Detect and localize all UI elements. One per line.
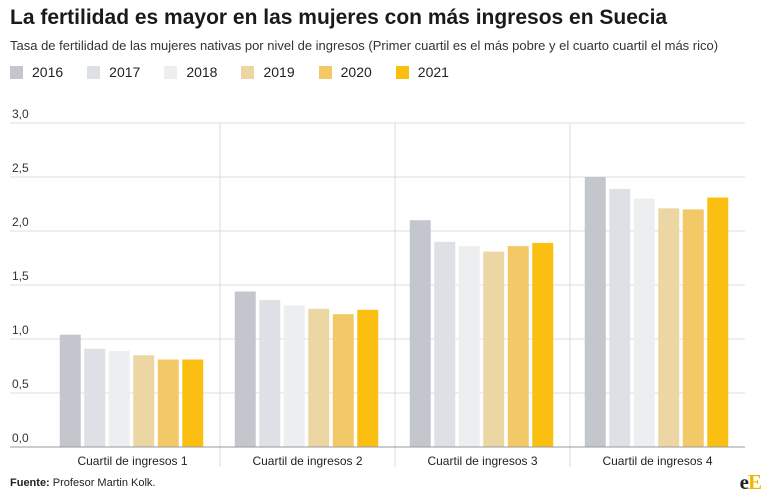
legend-swatch <box>241 65 255 79</box>
legend-swatch <box>10 65 23 79</box>
bar-2021-q3 <box>532 242 554 447</box>
legend-label: 2021 <box>417 64 449 80</box>
legend-label: 2017 <box>109 64 141 80</box>
bar-2021-q1 <box>182 359 204 447</box>
bar-2020-q4 <box>682 209 704 447</box>
y-tick-label: 1,5 <box>12 269 29 283</box>
chart-subtitle: Tasa de fertilidad de las mujeres nativa… <box>10 38 719 53</box>
legend-item-2016: 2016 <box>10 64 63 80</box>
bar-2017-q3 <box>434 241 456 447</box>
bar-2020-q3 <box>507 246 529 447</box>
legend-label: 2016 <box>32 64 64 80</box>
x-tick-label: Cuartil de ingresos 4 <box>602 454 712 468</box>
bar-2019-q1 <box>133 355 155 447</box>
legend-item-2017: 2017 <box>87 64 140 80</box>
bar-2021-q4 <box>707 197 729 447</box>
bar-2019-q3 <box>483 251 505 447</box>
legend-label: 2020 <box>340 64 372 80</box>
x-tick-label: Cuartil de ingresos 1 <box>77 454 187 468</box>
bar-2020-q1 <box>157 359 179 447</box>
legend-item-2020: 2020 <box>318 64 372 80</box>
legend-label: 2018 <box>186 64 218 80</box>
bar-2018-q1 <box>108 350 130 447</box>
bar-2017-q2 <box>259 300 281 447</box>
bar-2016-q3 <box>409 220 431 447</box>
legend-item-2019: 2019 <box>241 64 295 80</box>
logo-E: E <box>747 470 762 494</box>
logo-e: e <box>739 470 749 494</box>
bar-2017-q1 <box>84 348 106 447</box>
bar-2016-q4 <box>584 177 606 447</box>
legend-swatch <box>87 65 101 79</box>
bar-2016-q2 <box>234 291 256 447</box>
y-tick-label: 3,0 <box>12 107 29 121</box>
y-tick-label: 2,0 <box>12 215 29 229</box>
legend-item-2018: 2018 <box>164 64 217 80</box>
legend-label: 2019 <box>263 64 295 80</box>
bar-2016-q1 <box>59 334 81 447</box>
legend-swatch <box>164 65 178 79</box>
y-tick-label: 0,0 <box>12 431 29 445</box>
source-note: Fuente: Profesor Martin Kolk. <box>10 477 156 489</box>
bar-2020-q2 <box>332 314 354 447</box>
x-tick-label: Cuartil de ingresos 3 <box>427 454 537 468</box>
bar-2021-q2 <box>357 309 379 447</box>
y-tick-label: 0,5 <box>12 377 29 391</box>
publisher-logo: eE <box>739 470 762 495</box>
legend-swatch <box>318 65 332 79</box>
bar-2018-q3 <box>458 246 480 447</box>
y-tick-label: 1,0 <box>12 323 29 337</box>
y-tick-label: 2,5 <box>12 161 29 175</box>
bar-2019-q2 <box>308 308 330 447</box>
x-tick-label: Cuartil de ingresos 2 <box>252 454 362 468</box>
legend-swatch <box>395 65 409 79</box>
legend-item-2021: 2021 <box>395 64 449 80</box>
chart-title: La fertilidad es mayor en las mujeres co… <box>10 6 668 29</box>
bar-2017-q4 <box>609 188 631 447</box>
bar-2019-q4 <box>658 208 680 447</box>
legend: 2016 2017 2018 2019 2020 2021 <box>10 64 473 80</box>
source-text: Profesor Martin Kolk. <box>49 477 156 489</box>
bar-2018-q2 <box>283 305 305 447</box>
source-label: Fuente: <box>10 477 50 489</box>
bar-2018-q4 <box>633 198 655 447</box>
